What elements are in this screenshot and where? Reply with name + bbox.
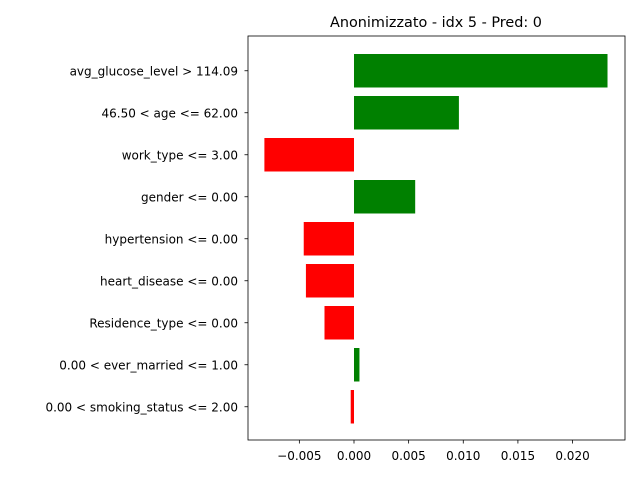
chart-title: Anonimizzato - idx 5 - Pred: 0 — [330, 15, 542, 31]
bar-1 — [353, 96, 459, 130]
x-tick-label-4: 0.015 — [501, 449, 535, 463]
y-tick-label-5: heart_disease <= 0.00 — [100, 274, 238, 288]
y-tick-label-8: 0.00 < smoking_status <= 2.00 — [45, 400, 238, 414]
y-tick-label-3: gender <= 0.00 — [141, 190, 238, 204]
x-tick-label-2: 0.005 — [391, 449, 425, 463]
y-tick-label-7: 0.00 < ever_married <= 1.00 — [59, 358, 238, 372]
bar-4 — [303, 222, 354, 256]
y-tick-label-2: work_type <= 3.00 — [122, 148, 238, 162]
plot-area-frame — [247, 35, 626, 441]
bar-8 — [350, 390, 354, 424]
x-tick-label-5: 0.020 — [555, 449, 589, 463]
y-tick-label-4: hypertension <= 0.00 — [105, 232, 238, 246]
y-tick-label-6: Residence_type <= 0.00 — [89, 316, 238, 330]
x-tick-label-0: −0.005 — [277, 449, 321, 463]
bar-0 — [353, 54, 608, 88]
y-tick-label-0: avg_glucose_level > 114.09 — [70, 64, 238, 78]
bar-5 — [305, 264, 354, 298]
bar-2 — [264, 138, 354, 172]
x-tick-label-3: 0.010 — [446, 449, 480, 463]
bar-6 — [324, 306, 354, 340]
bar-7 — [353, 348, 360, 382]
y-tick-label-1: 46.50 < age <= 62.00 — [102, 106, 238, 120]
x-tick-label-1: 0.000 — [337, 449, 371, 463]
bar-3 — [353, 180, 416, 214]
